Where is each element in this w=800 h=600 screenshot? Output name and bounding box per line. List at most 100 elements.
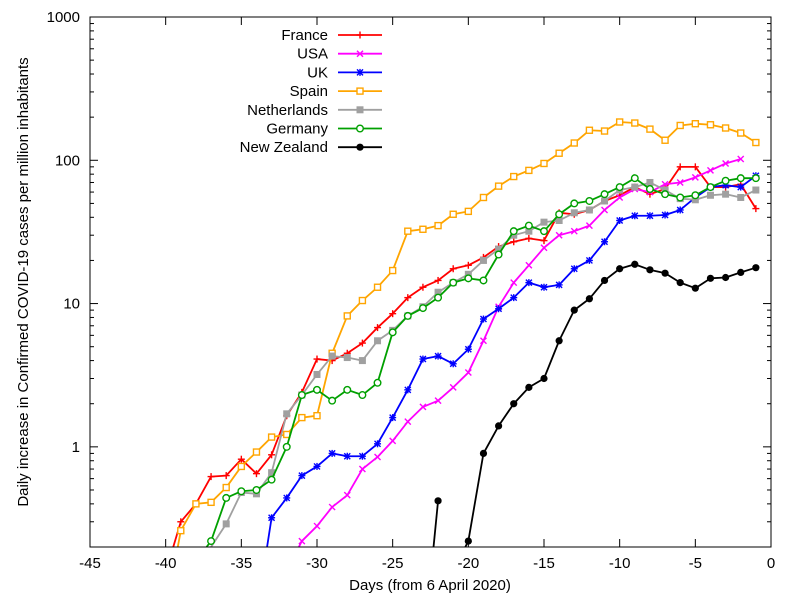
data-point (616, 265, 624, 273)
x-tick-label: -40 (155, 555, 177, 572)
data-point (585, 126, 594, 134)
data-point (661, 180, 669, 188)
data-point (525, 166, 533, 175)
data-point (419, 403, 427, 411)
legend-marker (356, 87, 364, 95)
data-point (374, 337, 382, 345)
series-line (432, 500, 439, 547)
data-point (585, 222, 593, 230)
data-point (509, 227, 518, 236)
data-point (540, 283, 548, 291)
legend-label: USA (297, 46, 328, 63)
x-tick-label: -25 (382, 555, 404, 572)
series-usa (298, 155, 745, 547)
data-point (449, 360, 457, 368)
data-point (601, 238, 609, 246)
data-point (222, 520, 230, 528)
data-point (615, 183, 624, 192)
data-point (631, 183, 639, 191)
data-point (449, 278, 458, 287)
data-point (585, 256, 593, 264)
data-point (389, 310, 397, 318)
legend-item-france: France (281, 27, 382, 44)
data-point (661, 269, 669, 277)
data-point (494, 250, 503, 259)
data-point (510, 279, 518, 287)
data-point (495, 422, 503, 430)
legend-label: Germany (266, 121, 328, 138)
series-line (266, 175, 757, 547)
data-point (570, 306, 578, 314)
data-point (328, 352, 336, 360)
series-layer (172, 118, 760, 547)
x-tick-label: -30 (306, 555, 328, 572)
series-germany (205, 174, 760, 547)
data-point (297, 391, 306, 400)
legend-label: Spain (290, 83, 328, 100)
data-point (434, 352, 442, 360)
series-netherlands (210, 178, 760, 547)
data-point (358, 357, 366, 365)
data-point (328, 396, 337, 405)
data-point (601, 206, 609, 214)
plot-frame (89, 16, 772, 548)
legend-label: UK (307, 64, 328, 81)
data-point (434, 221, 442, 230)
data-point (706, 166, 714, 174)
data-point (388, 266, 397, 275)
x-tick-label: -35 (230, 555, 252, 572)
data-point (616, 216, 624, 224)
data-point (600, 190, 609, 199)
data-point (525, 227, 533, 235)
legend-marker (356, 50, 364, 58)
data-point (540, 237, 548, 245)
data-point (282, 442, 291, 451)
legend-marker (356, 68, 364, 76)
data-point (464, 207, 473, 216)
data-point (434, 497, 442, 505)
data-point (449, 383, 457, 391)
data-point (495, 305, 503, 313)
data-point (464, 261, 472, 269)
data-point (434, 397, 442, 405)
legend-marker (356, 143, 364, 151)
data-point (268, 514, 276, 522)
data-point (358, 339, 366, 347)
data-point (283, 410, 291, 418)
data-point (267, 433, 276, 441)
data-point (570, 209, 578, 217)
data-point (404, 227, 412, 235)
legend-item-netherlands: Netherlands (247, 102, 382, 119)
data-point (222, 483, 230, 492)
data-point (389, 414, 397, 422)
data-point (600, 276, 609, 285)
x-tick-label: -5 (689, 555, 702, 572)
data-point (722, 190, 730, 198)
data-point (691, 284, 699, 292)
data-point (736, 174, 745, 183)
data-point (389, 437, 397, 445)
data-point (585, 206, 593, 214)
y-tick-label: 10 (63, 296, 80, 313)
data-point (298, 537, 306, 545)
data-point (328, 449, 336, 457)
data-point (721, 124, 730, 132)
data-point (358, 391, 367, 400)
x-tick-label: -20 (457, 555, 479, 572)
data-point (313, 355, 321, 363)
data-point (343, 354, 351, 362)
data-point (691, 163, 699, 171)
data-point (207, 498, 215, 507)
data-point (525, 261, 533, 269)
legend-label: New Zealand (240, 139, 328, 156)
data-point (737, 129, 745, 137)
data-point (706, 191, 714, 199)
data-point (615, 118, 624, 126)
data-point (464, 274, 473, 283)
data-point (358, 465, 366, 473)
data-point (691, 196, 699, 204)
data-point (616, 193, 624, 201)
data-point (691, 173, 699, 181)
data-point (313, 385, 322, 394)
data-point (706, 183, 715, 192)
